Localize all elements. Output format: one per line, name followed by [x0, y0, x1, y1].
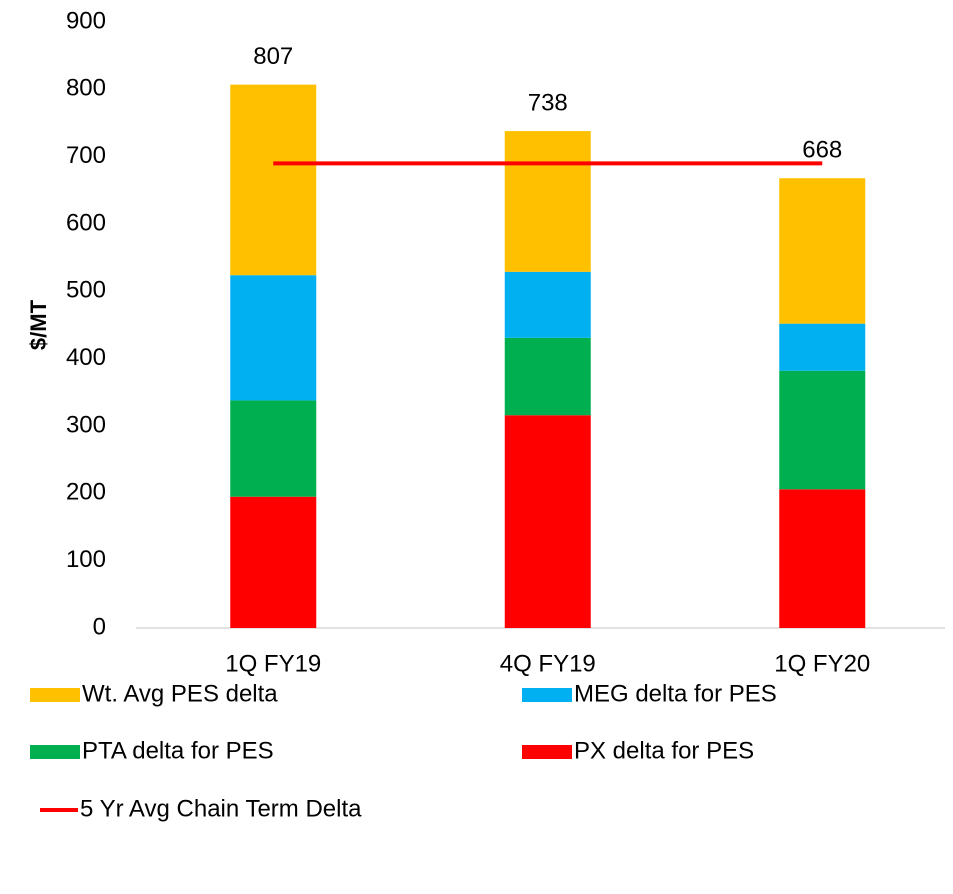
- y-tick-label: 700: [66, 142, 106, 169]
- legend-label: Wt. Avg PES delta: [82, 680, 278, 707]
- bar-segment: [230, 275, 317, 401]
- y-tick-label: 500: [66, 277, 106, 304]
- bar-segment: [230, 496, 317, 628]
- bar-segment: [230, 84, 317, 276]
- legend-swatch: [522, 745, 572, 759]
- legend-label: PX delta for PES: [574, 737, 754, 764]
- legend-swatch: [30, 688, 80, 702]
- bar-segment: [504, 337, 591, 416]
- legend-swatch: [30, 745, 80, 759]
- y-tick-label: 800: [66, 75, 106, 102]
- total-label: 668: [802, 137, 842, 164]
- y-tick-label: 900: [66, 7, 106, 34]
- y-tick-label: 200: [66, 479, 106, 506]
- bar-segment: [504, 271, 591, 338]
- y-tick-label: 400: [66, 344, 106, 371]
- legend-label: MEG delta for PES: [574, 680, 777, 707]
- bar-segment: [230, 400, 317, 497]
- bar-segment: [779, 370, 866, 490]
- legend-label: PTA delta for PES: [82, 737, 274, 764]
- x-tick-label: 1Q FY20: [774, 650, 870, 677]
- y-tick-label: 600: [66, 209, 106, 236]
- x-tick-label: 1Q FY19: [225, 650, 321, 677]
- legend-label: 5 Yr Avg Chain Term Delta: [80, 795, 362, 822]
- bar-segment: [504, 131, 591, 272]
- total-label: 807: [253, 43, 293, 70]
- bar-segment: [779, 489, 866, 628]
- legend-swatch: [522, 688, 572, 702]
- y-axis-label: $/MT: [26, 299, 51, 350]
- y-tick-label: 300: [66, 411, 106, 438]
- y-tick-label: 0: [93, 613, 106, 640]
- bar-segment: [779, 178, 866, 324]
- bar-segment: [779, 323, 866, 371]
- total-label: 738: [528, 89, 568, 116]
- y-tick-label: 100: [66, 546, 106, 573]
- bar-segment: [504, 415, 591, 628]
- x-tick-label: 4Q FY19: [500, 650, 596, 677]
